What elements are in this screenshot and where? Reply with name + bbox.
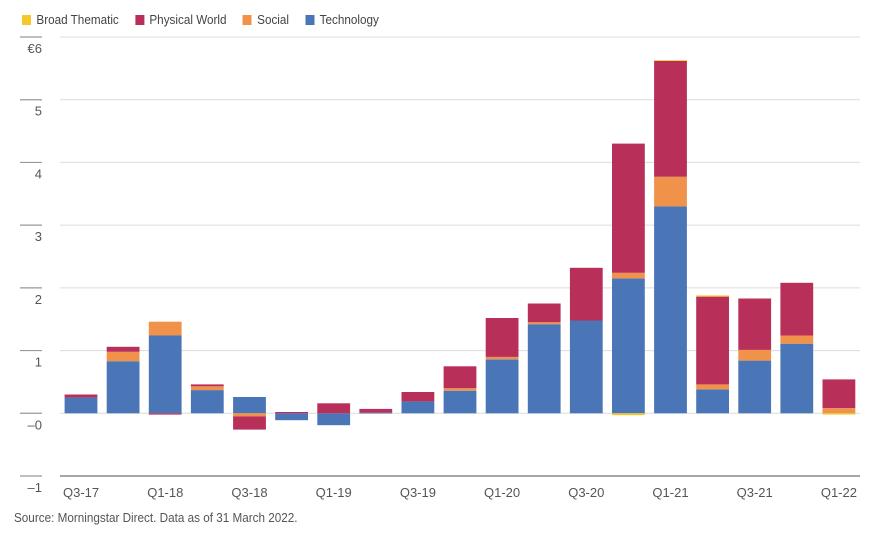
y-tick-label: 2 — [35, 292, 42, 307]
legend-label: Social — [257, 12, 290, 27]
bar-physical-world-q4-21 — [780, 282, 814, 336]
bar-social-q4-19 — [443, 388, 477, 391]
bar-technology-q2-18 — [190, 390, 224, 414]
legend-item-technology: Technology — [305, 12, 379, 27]
y-tick-label: 3 — [35, 229, 42, 244]
legend-swatch — [134, 14, 144, 25]
gridlines — [20, 36, 860, 477]
x-tick-label: Q3-17 — [63, 485, 99, 500]
x-axis: Q3-17 Q1-18 Q3-18 Q1-19 Q3-19 Q1-20 Q3-20 Q1-21… — [63, 485, 857, 500]
bar-physical-world-q2-21 — [696, 296, 729, 385]
y-tick-label: 5 — [35, 104, 42, 119]
y-axis-labels: €6 5 4 3 2 1 –0 –1 — [28, 41, 42, 495]
bar-broad-thematic-q4-20 — [612, 413, 645, 416]
bar-physical-world-q2-18 — [190, 384, 224, 387]
bar-social-q4-20 — [612, 272, 645, 279]
chart-legend: Broad Thematic Physical World Social Techno… — [22, 12, 379, 27]
bar-broad-thematic-q2-21 — [696, 295, 729, 297]
bar-broad-thematic-q1-21 — [654, 60, 687, 61]
bar-physical-world-q1-21 — [654, 60, 687, 177]
bar-physical-world-q4-20 — [612, 143, 645, 273]
x-tick-label: Q3-18 — [231, 485, 267, 500]
legend-swatch — [305, 14, 315, 25]
legend-item-broad-thematic: Broad Thematic — [22, 12, 119, 27]
bar-technology-q2-21 — [696, 389, 729, 414]
bar-technology-q3-17 — [64, 397, 98, 414]
legend-swatch — [22, 14, 31, 25]
legend-item-physical-world: Physical World — [134, 12, 227, 27]
bar-technology-q3-20 — [569, 320, 603, 414]
bar-physical-world-q4-18 — [275, 412, 308, 414]
y-tick-label: €6 — [28, 41, 42, 56]
x-tick-label: Q1-22 — [821, 485, 857, 500]
bar-technology-q4-20 — [612, 278, 645, 414]
bar-technology-q1-18 — [148, 335, 182, 414]
bars — [64, 60, 856, 430]
bar-social-q2-20 — [527, 322, 561, 325]
x-tick-label: Q1-19 — [316, 485, 352, 500]
bar-social-q2-18 — [190, 386, 224, 391]
legend-item-social: Social — [242, 12, 290, 27]
bar-physical-world-q1-22 — [822, 379, 856, 409]
legend-label: Physical World — [149, 12, 227, 27]
bar-social-q2-21 — [696, 384, 729, 390]
bar-technology-q1-20 — [485, 359, 519, 414]
bar-technology-q3-19 — [401, 401, 435, 414]
legend-swatch — [242, 14, 252, 25]
bar-physical-world-q3-19 — [401, 392, 435, 402]
bar-physical-world-q3-18 — [233, 416, 266, 430]
bar-social-q3-21 — [738, 349, 772, 361]
bar-physical-world-q1-19 — [317, 403, 351, 414]
bar-physical-world-q3-17 — [64, 394, 98, 398]
y-tick-label: 1 — [35, 355, 42, 370]
bar-physical-world-q4-19 — [443, 366, 477, 389]
x-tick-label: Q1-21 — [652, 485, 688, 500]
bar-social-q1-18 — [148, 321, 182, 336]
bar-social-q1-21 — [654, 176, 687, 207]
bar-technology-q3-21 — [738, 360, 772, 414]
x-tick-label: Q1-18 — [147, 485, 183, 500]
legend-label: Broad Thematic — [36, 12, 119, 27]
y-tick-label: –0 — [28, 417, 42, 432]
bar-social-q1-20 — [485, 356, 519, 360]
x-tick-label: Q3-20 — [568, 485, 604, 500]
bar-technology-q2-19 — [359, 412, 393, 414]
bar-physical-world-q2-19 — [359, 408, 393, 413]
bar-social-q4-17 — [106, 351, 140, 362]
bar-technology-q4-18 — [275, 413, 308, 421]
bar-physical-world-q4-17 — [106, 346, 140, 352]
bar-technology-q3-18 — [233, 397, 266, 414]
stacked-bar-chart: €6 5 4 3 2 1 –0 –1 Q3-17 Q1-18 Q3-18 Q1-19 Q3-19 Q1-… — [20, 36, 860, 500]
bar-social-q1-22 — [822, 408, 856, 414]
x-tick-label: Q3-19 — [400, 485, 436, 500]
bar-technology-q4-19 — [443, 390, 477, 414]
bar-technology-q1-19 — [317, 413, 351, 426]
bar-social-q4-21 — [780, 335, 814, 344]
x-tick-label: Q1-20 — [484, 485, 520, 500]
bar-technology-q4-17 — [106, 361, 140, 414]
bar-broad-thematic-q1-22 — [822, 413, 856, 415]
y-tick-label: 4 — [35, 166, 42, 181]
bar-technology-q2-20 — [527, 324, 561, 414]
bar-physical-world-q1-20 — [485, 318, 519, 357]
source-note: Source: Morningstar Direct. Data as of 3… — [14, 510, 298, 525]
bar-physical-world-q1-18 — [148, 413, 182, 415]
bar-social-q3-18 — [233, 413, 266, 417]
x-tick-label: Q3-21 — [737, 485, 773, 500]
y-tick-label: –1 — [28, 480, 42, 495]
bar-technology-q1-21 — [654, 206, 687, 414]
bar-physical-world-q3-20 — [569, 267, 603, 321]
bar-physical-world-q3-21 — [738, 298, 772, 350]
bar-technology-q4-21 — [780, 343, 814, 414]
bar-physical-world-q2-20 — [527, 303, 561, 323]
legend-label: Technology — [319, 12, 379, 27]
